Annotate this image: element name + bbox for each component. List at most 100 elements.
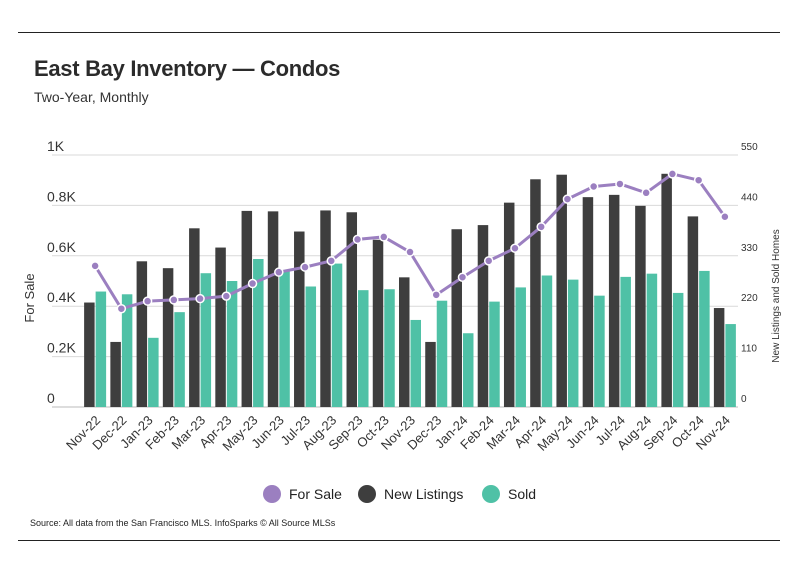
new-listings-bar [372,239,384,407]
for-sale-point [195,293,205,304]
sold-bar [253,259,264,407]
for-sale-point [274,267,284,277]
new-listings-bar [399,277,410,407]
for-sale-point [221,291,232,301]
right-tick-label: 110 [741,344,757,355]
sold-bar [515,287,526,407]
new-listings-bar [425,341,436,407]
for-sale-point [588,181,599,192]
new-listings-bar [582,197,594,407]
new-listings-bar [215,247,226,407]
for-sale-point [457,272,468,282]
sold-bar [174,312,185,407]
for-sale-point [142,296,153,306]
top-rule [18,32,780,33]
new-listings-bar [136,261,148,407]
legend-label: Sold [508,486,536,502]
left-tick-label: 0.4K [47,289,76,305]
new-listings-bar [661,173,672,407]
for-sale-point [667,169,678,179]
sold-bar [436,300,448,407]
right-tick-label: 0 [741,394,747,405]
sold-bar [462,333,474,407]
for-sale-point [326,256,337,266]
new-listings-bar [84,302,95,407]
sold-bar [594,295,605,407]
sold-bar [725,324,736,407]
for-sale-point [247,278,258,289]
for-sale-point [562,194,573,204]
for-sale-point [693,175,704,185]
legend-swatch [263,485,281,503]
sold-bar [672,292,684,407]
new-listings-bar [477,225,489,407]
legend: For Sale New Listings Sold [263,485,536,503]
new-listings-bar [451,229,462,407]
new-listings-bar [189,228,200,407]
right-tick-label: 330 [741,243,758,254]
new-listings-bar [294,231,305,407]
sold-bar [121,294,133,407]
for-sale-point [483,256,494,266]
for-sale-point [720,211,730,222]
left-axis-title: For Sale [22,273,37,322]
sold-bar [331,263,343,407]
sold-bar [489,301,500,407]
sold-bar [358,290,369,407]
new-listings-bar [687,216,699,407]
sold-bar [620,276,631,407]
new-listings-bar [241,210,253,407]
sold-bar [384,289,395,407]
chart-title: East Bay Inventory — Condos [34,56,341,81]
new-listings-bar [530,179,541,407]
for-sale-point [300,262,310,272]
new-listings-bar [346,212,358,407]
new-listings-bar [162,268,174,407]
right-tick-label: 220 [741,293,758,304]
chart-subtitle: Two-Year, Monthly [34,89,149,105]
right-tick-label: 550 [741,142,758,153]
for-sale-point [510,243,520,253]
for-sale-point [116,303,127,314]
for-sale-point [405,247,415,257]
for-sale-point [431,290,441,300]
new-listings-bar [267,211,279,407]
source-note: Source: All data from the San Francisco … [30,518,336,528]
legend-swatch [482,485,500,503]
for-sale-point [90,261,100,271]
left-tick-label: 1K [47,138,65,154]
legend-label: For Sale [289,486,342,502]
new-listings-bar [713,308,725,407]
for-sale-point [615,179,625,189]
right-tick-label: 440 [741,192,758,203]
left-tick-label: 0.2K [47,340,76,356]
new-listings-bar [320,210,331,407]
new-listings-bar [635,205,646,407]
sold-bar [410,319,421,407]
for-sale-point [169,295,179,305]
sold-bar [305,286,317,407]
legend-label: New Listings [384,486,463,502]
legend-swatch [358,485,376,503]
for-sale-point [379,232,389,242]
for-sale-line [90,169,730,314]
bars [84,173,736,407]
for-sale-point [641,188,651,198]
left-tick-label: 0.6K [47,239,76,255]
new-listings-bar [110,341,121,407]
left-tick-label: 0.8K [47,188,76,204]
bottom-rule [18,540,780,541]
new-listings-bar [608,194,620,407]
for-sale-point [536,222,546,232]
new-listings-bar [556,174,567,407]
sold-bar [148,337,159,407]
for-sale-point [352,234,363,245]
sold-bar [95,291,107,407]
sold-bar [567,279,579,407]
right-axis-title: New Listings and Sold Homes [771,229,782,362]
sold-bar [226,281,238,407]
sold-bar [279,270,290,407]
sold-bar [541,275,553,407]
new-listings-bar [503,202,515,407]
sold-bar [200,273,212,407]
